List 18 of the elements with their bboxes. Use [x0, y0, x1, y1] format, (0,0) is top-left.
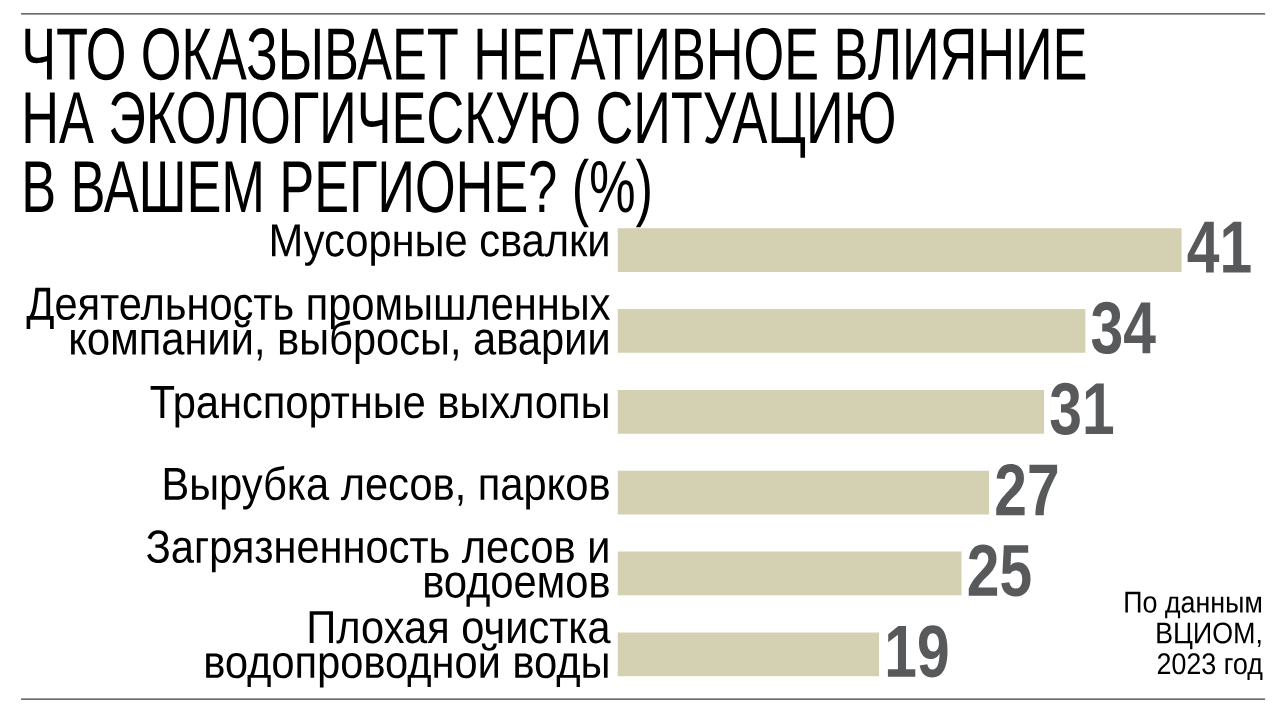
data-label: 31: [1050, 382, 1114, 435]
y-tick-label: Транспортные выхлопы: [150, 386, 608, 428]
annotation: По данным ВЦИОМ, 2023 год: [1125, 591, 1263, 681]
data-label: 41: [1187, 221, 1251, 273]
data-label: 25: [968, 544, 1031, 597]
bar: [617, 389, 1045, 434]
bar: [617, 551, 962, 596]
y-tick-label: Загрязненность лесов и водоемов: [147, 530, 609, 607]
bar: [617, 309, 1086, 353]
bar: [617, 632, 880, 677]
bar: [617, 228, 1182, 272]
bar: [617, 470, 990, 515]
data-label: 34: [1091, 301, 1156, 355]
y-tick-label: Вырубка лесов, парков: [164, 465, 609, 510]
y-tick-label: Деятельность промышленных компаний, выбросы, аварии: [26, 287, 611, 365]
y-tick-label: Плохая очистка водопроводной воды: [206, 611, 611, 688]
data-label: 27: [996, 463, 1058, 516]
data-label: 19: [887, 625, 948, 678]
